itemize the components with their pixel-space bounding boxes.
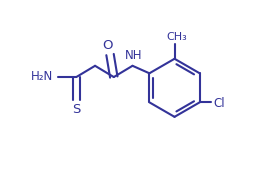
- Text: S: S: [72, 103, 81, 116]
- Text: CH₃: CH₃: [166, 32, 187, 42]
- Text: NH: NH: [125, 49, 142, 62]
- Text: Cl: Cl: [213, 97, 225, 110]
- Text: O: O: [103, 39, 113, 52]
- Text: H₂N: H₂N: [31, 70, 53, 83]
